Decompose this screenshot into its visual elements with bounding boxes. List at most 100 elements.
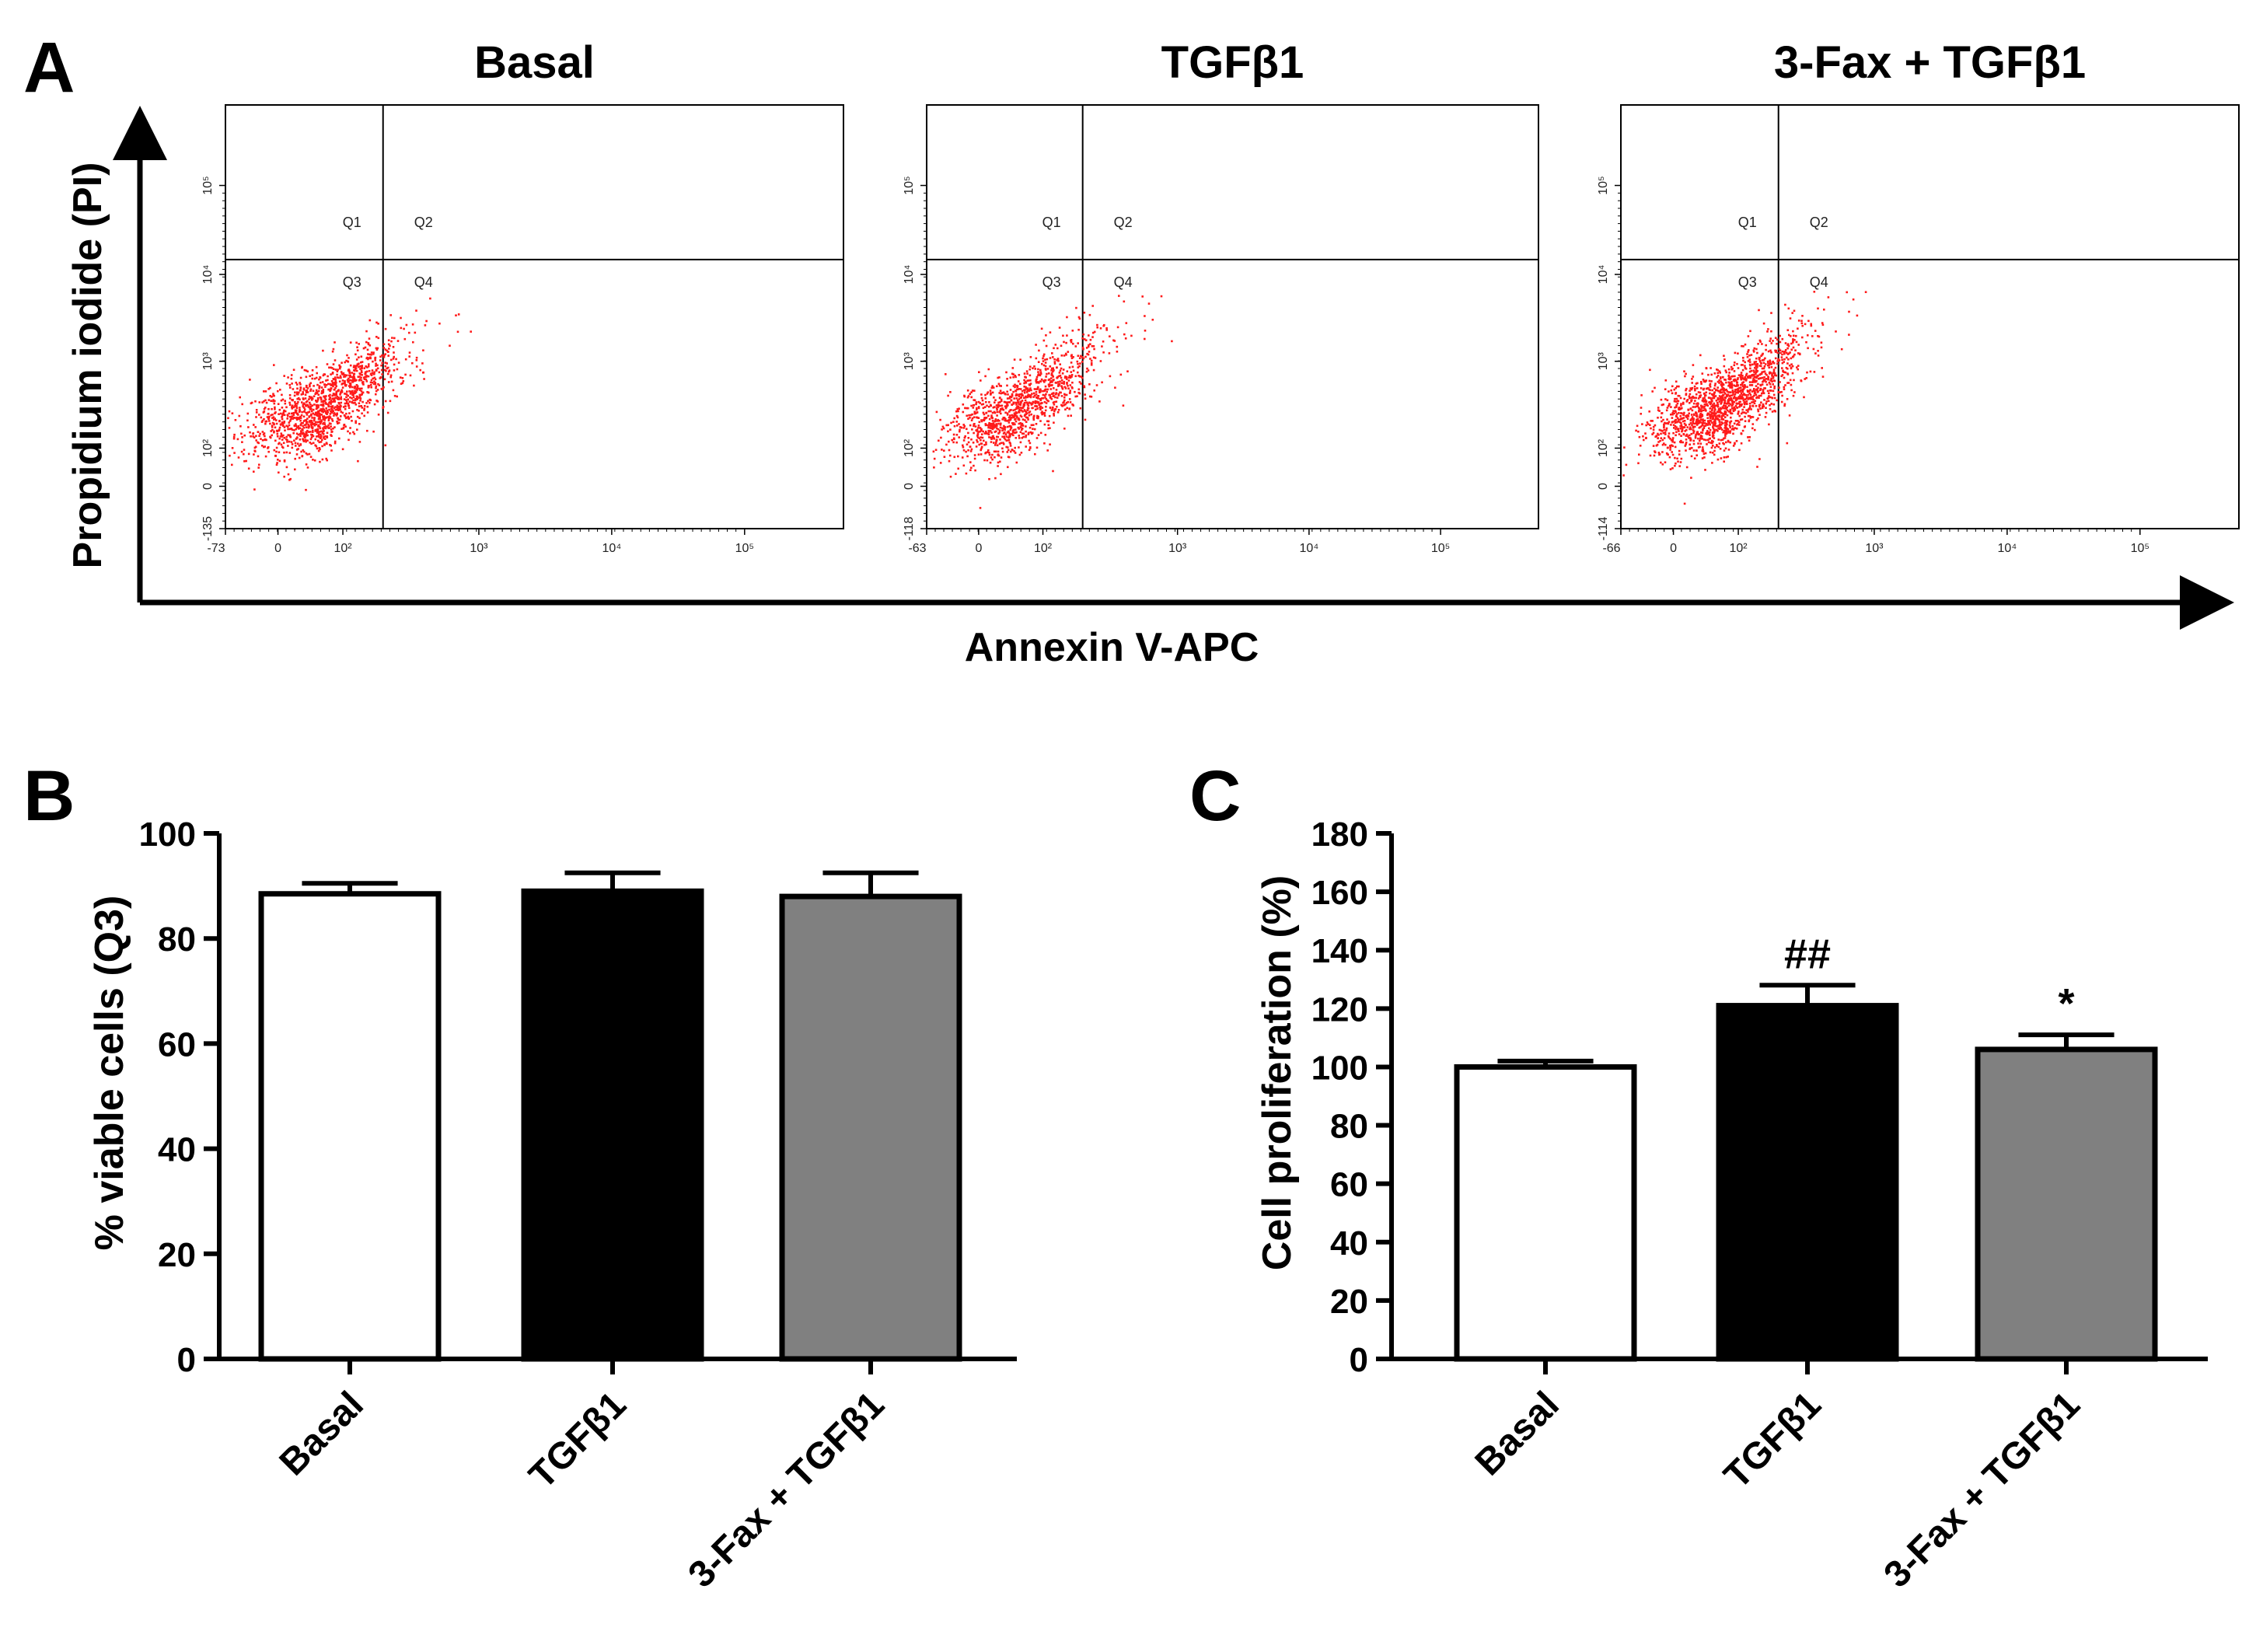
scatter-point — [1705, 387, 1708, 390]
scatter-point — [1072, 356, 1074, 358]
scatter-point — [280, 399, 283, 402]
scatter-point — [1015, 403, 1018, 406]
scatter-point — [271, 428, 274, 431]
scatter-point — [342, 406, 345, 408]
scatter-point — [403, 327, 405, 330]
scatter-point — [283, 421, 286, 423]
scatter-point — [1821, 322, 1824, 324]
scatter-point — [269, 422, 271, 425]
scatter-point — [1778, 359, 1781, 361]
scatter-point — [278, 451, 281, 453]
scatter-point — [1737, 378, 1739, 381]
scatter-point — [320, 441, 323, 443]
scatter-point — [1036, 381, 1039, 383]
scatter-point — [949, 454, 952, 457]
scatter-point — [1694, 400, 1696, 402]
scatter-point — [355, 389, 358, 391]
scatter-point — [1809, 370, 1812, 373]
scatter-point — [982, 403, 985, 406]
scatter-point — [260, 416, 263, 419]
scatter-point — [333, 414, 335, 417]
scatter-point — [365, 370, 368, 373]
scatter-point — [1008, 435, 1011, 438]
scatter-point — [1793, 334, 1795, 337]
scatter-point — [1753, 392, 1756, 395]
scatter-point — [1007, 430, 1010, 433]
scatter-point — [958, 436, 960, 438]
scatter-point — [320, 400, 323, 403]
scatter-point — [320, 408, 323, 410]
scatter-point — [1723, 430, 1726, 432]
scatter-point — [285, 406, 288, 409]
scatter-point — [1008, 396, 1011, 398]
scatter-point — [337, 418, 340, 421]
scatter-point — [1713, 431, 1716, 434]
scatter-point — [1025, 435, 1027, 438]
scatter-point — [1669, 449, 1671, 451]
scatter-point — [1025, 430, 1027, 433]
scatter-point — [1727, 375, 1730, 377]
scatter-point — [1741, 374, 1744, 377]
scatter-point — [1671, 453, 1675, 456]
scatter-point — [986, 451, 989, 453]
scatter-point — [1723, 410, 1727, 413]
scatter-point — [1723, 365, 1726, 368]
scatter-point — [372, 373, 375, 375]
scatter-point — [1765, 374, 1768, 376]
scatter-point — [1658, 410, 1661, 412]
scatter-point — [1762, 380, 1764, 383]
scatter-point — [300, 393, 303, 396]
scatter-point — [966, 407, 968, 410]
scatter-point — [1651, 433, 1654, 435]
scatter-point — [1013, 413, 1016, 416]
scatter-point — [311, 397, 314, 400]
scatter-point — [383, 368, 386, 372]
scatter-point — [990, 386, 994, 389]
scatter-point — [1756, 466, 1758, 468]
scatter-point — [290, 374, 293, 376]
scatter-point — [1748, 402, 1751, 405]
scatter-point — [1749, 330, 1751, 333]
scatter-point — [322, 390, 325, 393]
scatter-point — [376, 367, 379, 370]
scatter-point — [1092, 345, 1095, 348]
scatter-point — [1058, 382, 1061, 386]
scatter-point — [977, 431, 980, 433]
scatter-point — [263, 407, 266, 410]
scatter-point — [303, 403, 306, 405]
scatter-point — [970, 396, 973, 399]
scatter-point — [1028, 426, 1032, 429]
scatter-point — [1701, 414, 1703, 416]
scatter-point — [366, 405, 369, 408]
scatter-point — [1008, 438, 1011, 442]
scatter-point — [1767, 350, 1770, 353]
scatter-point — [379, 377, 382, 379]
scatter-point — [1727, 456, 1729, 458]
scatter-point — [996, 410, 999, 414]
scatter-point — [999, 410, 1001, 412]
scatter-point — [1827, 296, 1830, 299]
scatter-point — [285, 382, 288, 385]
y-tick-label: -135 — [201, 516, 215, 541]
scatter-point — [327, 382, 330, 386]
scatter-point — [291, 415, 294, 417]
scatter-point — [1709, 417, 1712, 420]
scatter-point — [1707, 432, 1710, 435]
scatter-point — [313, 423, 316, 425]
scatter-point — [1657, 432, 1659, 435]
scatter-point — [1036, 407, 1039, 410]
scatter-point — [1696, 418, 1698, 421]
scatter-point — [1065, 341, 1067, 344]
scatter-point — [1683, 397, 1685, 400]
scatter-point — [1035, 396, 1038, 399]
scatter-point — [1772, 383, 1774, 386]
scatter-point — [309, 375, 311, 377]
scatter-point — [1032, 392, 1035, 395]
scatter-point — [1015, 417, 1017, 420]
scatter-point — [317, 432, 320, 435]
scatter-point — [1028, 374, 1032, 377]
scatter-point — [277, 403, 280, 405]
scatter-point — [1663, 437, 1666, 439]
scatter-point — [283, 426, 286, 428]
scatter-point — [286, 417, 288, 420]
